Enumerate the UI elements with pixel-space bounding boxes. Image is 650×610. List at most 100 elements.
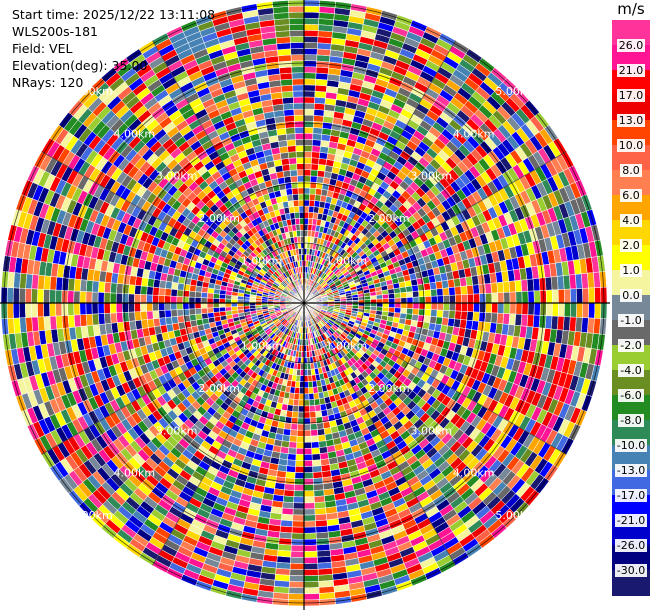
- range-gate: [405, 285, 413, 293]
- range-gate: [570, 288, 577, 304]
- range-gate: [152, 294, 160, 304]
- range-gate: [286, 459, 297, 467]
- range-gate: [435, 280, 443, 290]
- range-gate: [122, 311, 130, 323]
- range-gate: [225, 306, 232, 312]
- range-gate: [303, 66, 317, 74]
- range-gate: [303, 472, 314, 479]
- range-gate: [442, 302, 450, 311]
- range-gate: [200, 302, 208, 309]
- range-gate: [188, 296, 196, 304]
- range-gate: [115, 302, 123, 314]
- range-gate: [309, 411, 317, 419]
- range-gate: [393, 287, 401, 294]
- range-gate: [412, 296, 420, 304]
- range-gate: [290, 423, 298, 431]
- range-gate: [412, 290, 420, 298]
- range-gate: [478, 311, 486, 323]
- range-gate: [526, 314, 535, 328]
- range-gate: [200, 291, 208, 299]
- range-gate: [281, 507, 294, 516]
- range-gate: [588, 302, 596, 319]
- range-gate: [296, 435, 305, 443]
- range-gate: [491, 302, 499, 314]
- range-gate: [310, 423, 318, 431]
- range-gate: [303, 78, 316, 86]
- range-gate: [289, 429, 298, 437]
- range-gate: [298, 405, 305, 413]
- range-gate: [303, 454, 313, 461]
- range-gate: [314, 507, 327, 516]
- range-gate: [313, 489, 325, 497]
- range-gate: [399, 286, 407, 294]
- range-gate: [376, 302, 384, 308]
- range-gate: [293, 490, 305, 498]
- range-gate: [466, 284, 474, 295]
- range-gate: [376, 294, 383, 300]
- range-gate: [387, 288, 395, 295]
- range-gate: [103, 292, 111, 304]
- range-gate: [461, 302, 468, 312]
- range-gate: [308, 387, 314, 395]
- range-gate: [466, 311, 474, 322]
- range-gate: [194, 308, 202, 315]
- range-gate: [303, 36, 319, 44]
- range-gate: [67, 290, 75, 304]
- range-gate: [563, 288, 571, 304]
- range-gate: [430, 288, 438, 297]
- range-gate: [91, 291, 99, 304]
- range-gate: [303, 90, 316, 98]
- range-gate: [314, 501, 326, 510]
- range-gate: [303, 508, 316, 516]
- range-gate: [280, 519, 293, 528]
- range-gate: [315, 72, 329, 81]
- range-gate: [97, 302, 105, 315]
- range-gate: [140, 302, 147, 312]
- range-gate: [309, 187, 317, 195]
- range-gate: [176, 302, 184, 310]
- range-gate: [303, 163, 312, 171]
- range-gate: [588, 287, 596, 304]
- range-gate: [454, 310, 462, 320]
- range-gate: [423, 315, 431, 324]
- range-gate: [158, 295, 166, 304]
- range-gate: [312, 477, 324, 485]
- range-gate: [429, 316, 437, 325]
- range-gate: [576, 302, 584, 318]
- range-gate: [315, 519, 328, 528]
- range-gate: [520, 279, 529, 292]
- range-gate: [388, 293, 396, 299]
- range-gate: [134, 284, 142, 295]
- range-gate: [490, 282, 498, 294]
- range-gate: [176, 289, 184, 297]
- range-gate: [171, 281, 179, 290]
- range-gate: [423, 282, 431, 291]
- range-gate: [515, 302, 523, 315]
- range-gate: [206, 292, 214, 299]
- range-gate: [12, 287, 20, 304]
- range-gate: [309, 405, 316, 413]
- range-gate: [171, 316, 179, 325]
- range-gate: [551, 302, 559, 317]
- range-gate: [303, 5, 320, 13]
- range-gate: [316, 176, 325, 184]
- range-gate: [557, 302, 565, 317]
- range-gate: [307, 381, 314, 388]
- range-gate: [292, 508, 305, 516]
- range-gate: [496, 281, 504, 294]
- range-gate: [31, 288, 38, 304]
- range-gate: [527, 302, 535, 316]
- range-gate: [503, 302, 511, 315]
- range-gate: [388, 302, 396, 309]
- range-gate: [313, 398, 321, 406]
- range-gate: [284, 477, 296, 485]
- range-gate: [290, 544, 305, 552]
- range-gate: [303, 381, 309, 389]
- range-gate: [303, 223, 309, 231]
- range-gate: [312, 133, 323, 141]
- range-gate: [294, 466, 305, 473]
- range-gate: [312, 127, 323, 135]
- range-gate: [164, 309, 172, 318]
- range-gate: [188, 290, 196, 298]
- range-gate: [424, 309, 432, 317]
